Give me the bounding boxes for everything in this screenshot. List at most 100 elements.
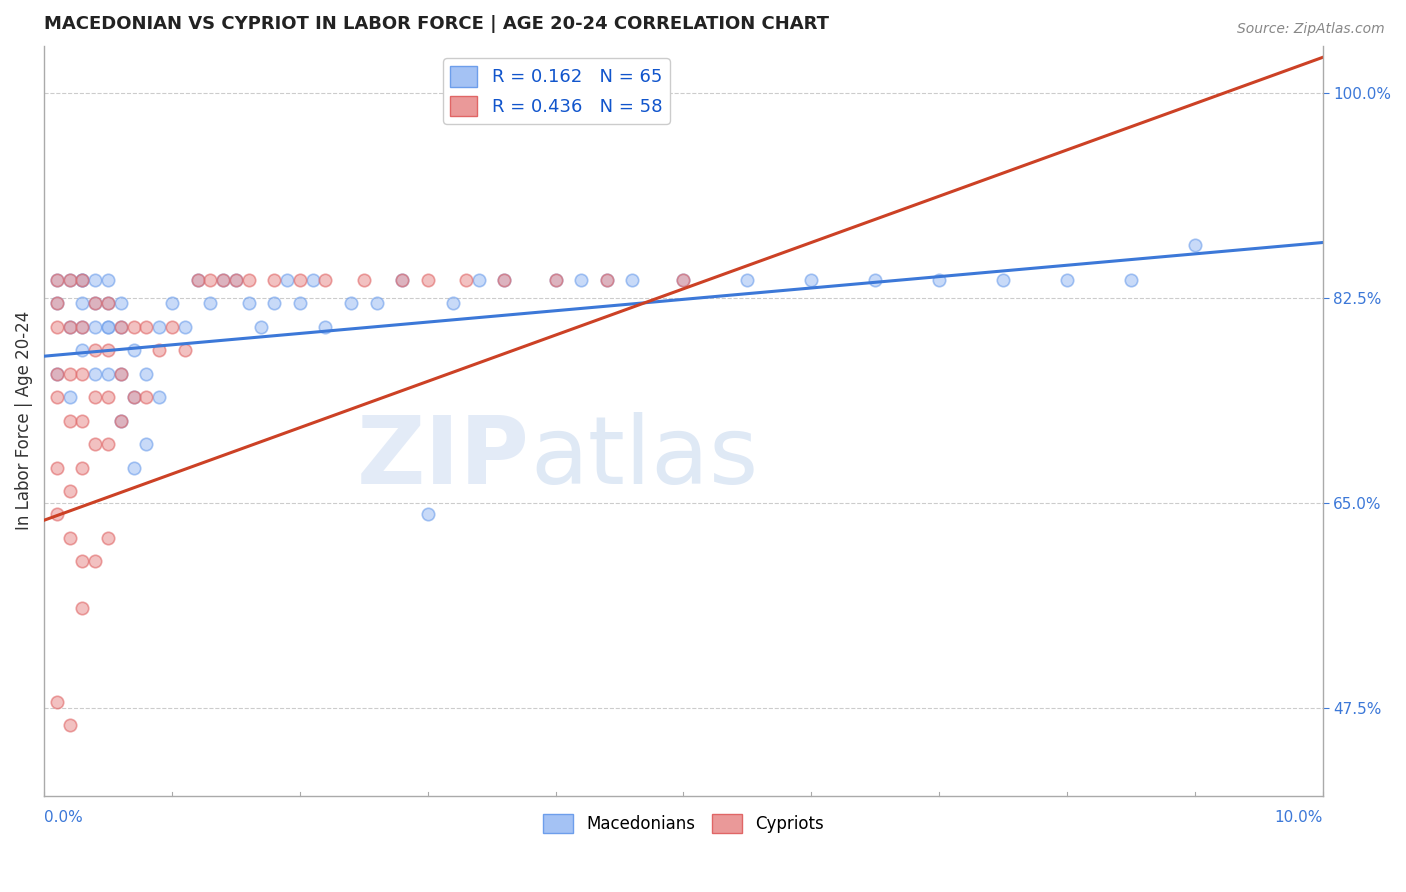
Point: [72, 319, 94, 334]
Point: [110, 367, 132, 381]
Point: [97, 367, 120, 381]
Text: 10.0%: 10.0%: [1274, 810, 1323, 825]
Point: [45, 273, 67, 287]
Y-axis label: In Labor Force | Age 20-24: In Labor Force | Age 20-24: [15, 311, 32, 530]
Point: [160, 319, 183, 334]
Point: [45, 319, 67, 334]
Point: [122, 390, 145, 404]
Point: [544, 273, 567, 287]
Point: [72, 601, 94, 615]
Point: [72, 273, 94, 287]
Point: [97, 531, 120, 545]
Point: [225, 273, 247, 287]
Point: [84, 296, 107, 310]
Point: [391, 273, 413, 287]
Point: [148, 319, 170, 334]
Point: [353, 273, 375, 287]
Point: [621, 273, 644, 287]
Point: [416, 508, 439, 522]
Point: [59, 483, 82, 498]
Point: [672, 273, 695, 287]
Point: [263, 296, 285, 310]
Point: [59, 390, 82, 404]
Point: [276, 273, 298, 287]
Point: [110, 319, 132, 334]
Text: ZIP: ZIP: [357, 412, 530, 504]
Point: [569, 273, 592, 287]
Point: [59, 414, 82, 428]
Point: [45, 273, 67, 287]
Point: [72, 273, 94, 287]
Point: [97, 437, 120, 451]
Point: [97, 273, 120, 287]
Point: [122, 343, 145, 358]
Point: [84, 390, 107, 404]
Point: [45, 296, 67, 310]
Point: [238, 273, 260, 287]
Point: [263, 273, 285, 287]
Point: [863, 273, 886, 287]
Point: [416, 273, 439, 287]
Point: [122, 390, 145, 404]
Legend: R = 0.162   N = 65, R = 0.436   N = 58: R = 0.162 N = 65, R = 0.436 N = 58: [443, 59, 669, 124]
Point: [45, 367, 67, 381]
Text: Source: ZipAtlas.com: Source: ZipAtlas.com: [1237, 22, 1385, 37]
Point: [59, 273, 82, 287]
Point: [59, 718, 82, 732]
Point: [110, 414, 132, 428]
Point: [45, 695, 67, 709]
Point: [225, 273, 247, 287]
Point: [928, 273, 950, 287]
Point: [288, 296, 311, 310]
Point: [800, 273, 823, 287]
Point: [595, 273, 617, 287]
Point: [72, 296, 94, 310]
Text: MACEDONIAN VS CYPRIOT IN LABOR FORCE | AGE 20-24 CORRELATION CHART: MACEDONIAN VS CYPRIOT IN LABOR FORCE | A…: [44, 15, 830, 33]
Point: [160, 296, 183, 310]
Point: [186, 273, 208, 287]
Point: [391, 273, 413, 287]
Point: [494, 273, 516, 287]
Point: [301, 273, 323, 287]
Point: [97, 390, 120, 404]
Point: [148, 390, 170, 404]
Point: [84, 296, 107, 310]
Point: [59, 319, 82, 334]
Point: [148, 343, 170, 358]
Point: [84, 367, 107, 381]
Point: [735, 273, 758, 287]
Point: [173, 343, 195, 358]
Point: [110, 367, 132, 381]
Point: [454, 273, 477, 287]
Point: [314, 319, 336, 334]
Point: [45, 460, 67, 475]
Point: [97, 319, 120, 334]
Point: [250, 319, 273, 334]
Point: [72, 414, 94, 428]
Point: [97, 296, 120, 310]
Point: [72, 367, 94, 381]
Point: [122, 319, 145, 334]
Point: [200, 296, 222, 310]
Point: [238, 296, 260, 310]
Point: [441, 296, 464, 310]
Point: [72, 554, 94, 568]
Point: [595, 273, 617, 287]
Point: [110, 319, 132, 334]
Point: [122, 460, 145, 475]
Point: [544, 273, 567, 287]
Point: [97, 296, 120, 310]
Point: [212, 273, 235, 287]
Point: [135, 319, 157, 334]
Point: [672, 273, 695, 287]
Text: atlas: atlas: [530, 412, 758, 504]
Point: [45, 508, 67, 522]
Point: [97, 343, 120, 358]
Point: [84, 437, 107, 451]
Point: [200, 273, 222, 287]
Point: [110, 296, 132, 310]
Point: [519, 86, 541, 100]
Point: [212, 273, 235, 287]
Point: [45, 367, 67, 381]
Point: [72, 460, 94, 475]
